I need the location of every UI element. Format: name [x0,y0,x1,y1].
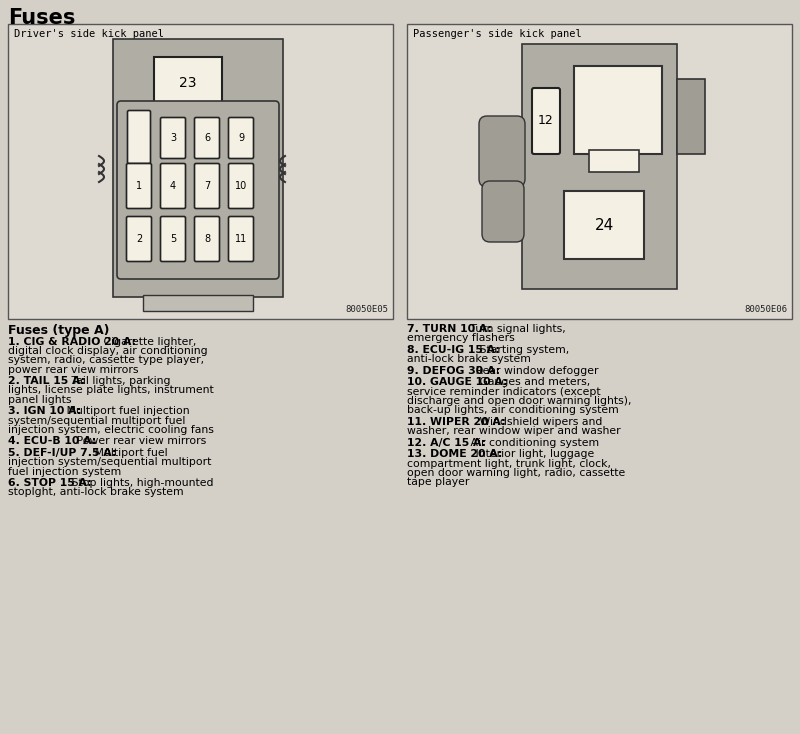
FancyBboxPatch shape [229,117,254,159]
FancyBboxPatch shape [479,116,525,187]
Text: 3. IGN 10 A:: 3. IGN 10 A: [8,407,82,416]
Text: digital clock display, air conditioning: digital clock display, air conditioning [8,346,208,356]
Text: 9: 9 [238,133,244,143]
Text: 1. CIG & RADIO 20 A:: 1. CIG & RADIO 20 A: [8,337,136,347]
Text: open door warning light, radio, cassette: open door warning light, radio, cassette [407,468,626,478]
Text: Windshield wipers and: Windshield wipers and [476,417,602,426]
Text: 4. ECU-B 10 A:: 4. ECU-B 10 A: [8,437,96,446]
Text: Multiport fuel injection: Multiport fuel injection [63,407,190,416]
Text: 6. STOP 15 A:: 6. STOP 15 A: [8,479,92,488]
Text: discharge and open door warning lights),: discharge and open door warning lights), [407,396,631,406]
Text: 7. TURN 10 A:: 7. TURN 10 A: [407,324,492,334]
Text: 12: 12 [538,115,554,128]
Text: 10: 10 [235,181,247,191]
Text: lights, license plate lights, instrument: lights, license plate lights, instrument [8,385,214,396]
Text: 11. WIPER 20 A:: 11. WIPER 20 A: [407,417,506,426]
Text: Air conditioning system: Air conditioning system [467,437,599,448]
Text: panel lights: panel lights [8,395,71,404]
Text: injection system/sequential multiport: injection system/sequential multiport [8,457,211,468]
Bar [407,24,792,319]
FancyBboxPatch shape [194,164,219,208]
Text: Starting system,: Starting system, [476,345,570,355]
Text: 10. GAUGE 10 A:: 10. GAUGE 10 A: [407,377,507,388]
Text: Gauges and meters,: Gauges and meters, [476,377,590,388]
Text: Cigarette lighter,: Cigarette lighter, [101,337,197,347]
Text: system, radio, cassette type player,: system, radio, cassette type player, [8,355,204,366]
FancyBboxPatch shape [117,101,279,279]
Text: 5. DEF-I/UP 7.5 A:: 5. DEF-I/UP 7.5 A: [8,448,116,458]
Text: 13. DOME 20 A:: 13. DOME 20 A: [407,449,502,459]
Text: 5: 5 [170,234,176,244]
Bar [564,191,644,259]
Text: Fuses: Fuses [8,8,75,28]
Text: Driver's side kick panel: Driver's side kick panel [14,29,164,39]
Text: 9. DEFOG 30 A:: 9. DEFOG 30 A: [407,366,500,376]
Bar [8,24,393,319]
FancyBboxPatch shape [127,111,150,164]
Text: stoplght, anti-lock brake system: stoplght, anti-lock brake system [8,487,184,498]
Text: Stop lights, high-mounted: Stop lights, high-mounted [68,479,214,488]
Text: Power rear view mirrors: Power rear view mirrors [73,437,206,446]
Text: anti-lock brake system: anti-lock brake system [407,354,531,364]
Text: 12. A/C 15 A:: 12. A/C 15 A: [407,437,486,448]
FancyBboxPatch shape [194,217,219,261]
Text: 8. ECU-IG 15 A:: 8. ECU-IG 15 A: [407,345,500,355]
Text: tape player: tape player [407,477,470,487]
Text: 80050E06: 80050E06 [744,305,787,314]
Text: 1: 1 [136,181,142,191]
Text: system/sequential multiport fuel: system/sequential multiport fuel [8,415,186,426]
Text: Multiport fuel: Multiport fuel [91,448,168,458]
Bar [522,44,677,289]
Text: 6: 6 [204,133,210,143]
Text: Turn signal lights,: Turn signal lights, [467,324,566,334]
Text: Interior light, luggage: Interior light, luggage [472,449,594,459]
FancyBboxPatch shape [126,217,151,261]
FancyBboxPatch shape [532,88,560,154]
FancyBboxPatch shape [229,217,254,261]
FancyBboxPatch shape [161,217,186,261]
Text: 80050E05: 80050E05 [345,305,388,314]
Text: Passenger's side kick panel: Passenger's side kick panel [413,29,582,39]
Text: 23: 23 [179,76,197,90]
Bar [677,79,705,154]
Text: Tail lights, parking: Tail lights, parking [68,377,170,386]
Text: 7: 7 [204,181,210,191]
FancyBboxPatch shape [194,117,219,159]
FancyBboxPatch shape [126,164,151,208]
Text: 3: 3 [170,133,176,143]
Text: 2. TAIL 15 A:: 2. TAIL 15 A: [8,377,85,386]
Text: Rear window defogger: Rear window defogger [472,366,598,376]
FancyBboxPatch shape [161,117,186,159]
Text: service reminder indicators (except: service reminder indicators (except [407,387,601,396]
Text: 8: 8 [204,234,210,244]
Text: washer, rear window wiper and washer: washer, rear window wiper and washer [407,426,621,436]
Text: emergency flashers: emergency flashers [407,333,514,344]
Text: Fuses (type A): Fuses (type A) [8,324,110,337]
FancyBboxPatch shape [161,164,186,208]
Bar [574,66,662,154]
Bar [589,150,639,172]
Bar [113,39,283,297]
FancyBboxPatch shape [482,181,524,242]
Text: fuel injection system: fuel injection system [8,467,122,476]
Text: power rear view mirrors: power rear view mirrors [8,365,138,374]
Text: 2: 2 [136,234,142,244]
Text: injection system, electric cooling fans: injection system, electric cooling fans [8,425,214,435]
Text: back-up lights, air conditioning system: back-up lights, air conditioning system [407,405,618,415]
Bar [143,295,253,311]
Text: compartment light, trunk light, clock,: compartment light, trunk light, clock, [407,459,611,468]
Bar [154,57,222,109]
Text: 4: 4 [170,181,176,191]
Text: 24: 24 [594,217,614,233]
Text: 11: 11 [235,234,247,244]
FancyBboxPatch shape [229,164,254,208]
